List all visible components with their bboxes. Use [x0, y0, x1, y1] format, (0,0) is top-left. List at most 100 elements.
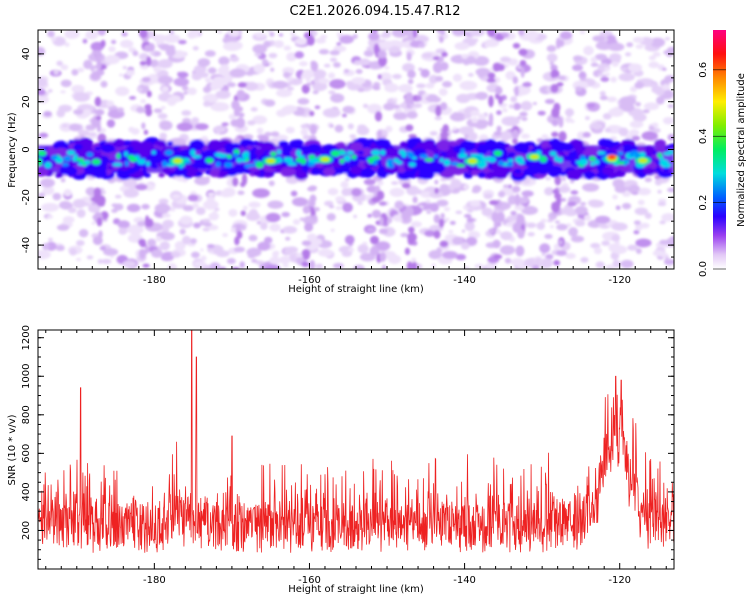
heatmap-speckle	[212, 76, 226, 86]
heatmap-speckle	[191, 202, 199, 209]
heatmap-speckle	[400, 232, 409, 238]
heatmap-speckle	[348, 247, 354, 253]
heatmap-speckle	[85, 187, 97, 196]
heatmap-speckle	[256, 220, 262, 225]
heatmap-speckle	[165, 47, 176, 57]
heatmap-band-blob	[256, 140, 265, 147]
heatmap-streak	[519, 111, 528, 117]
heatmap-streak	[138, 238, 146, 246]
heatmap-speckle	[527, 232, 535, 237]
heatmap-speckle	[532, 102, 537, 106]
heatmap-speckle	[39, 178, 55, 188]
heatmap-speckle	[656, 96, 665, 105]
heatmap-speckle	[246, 211, 261, 221]
heatmap-speckle	[161, 85, 170, 93]
heatmap-streak	[511, 129, 520, 140]
heatmap-streak	[138, 248, 147, 260]
heatmap-band-blob	[233, 165, 246, 175]
heatmap-band-bright	[112, 162, 123, 167]
heatmap-speckle	[450, 178, 462, 189]
heatmap-speckle	[582, 183, 600, 192]
heatmap-speckle	[140, 99, 146, 104]
heatmap-speckle	[559, 31, 573, 40]
heatmap-band-blob	[559, 171, 567, 177]
heatmap-streak	[379, 216, 384, 227]
heatmap-band-blob	[603, 140, 616, 149]
heatmap-streak	[556, 195, 562, 208]
colorbar-axis: 0.0 0.2 0.4 0.6	[698, 62, 726, 277]
heatmap-speckle	[170, 251, 181, 258]
colorbar-tick-label: 0.6	[698, 62, 709, 78]
heatmap-speckle	[453, 111, 458, 116]
heatmap-speckle	[579, 77, 586, 82]
heatmap-band-blob	[332, 161, 343, 169]
heatmap-band-blob	[218, 170, 229, 178]
heatmap-speckle	[264, 99, 276, 107]
heatmap-speckle	[496, 110, 502, 116]
heatmap-band-bright	[594, 159, 600, 165]
heatmap-band-blob	[108, 159, 115, 164]
heatmap-band-bright	[137, 159, 146, 165]
heatmap-streak	[554, 175, 562, 186]
heatmap-streak	[142, 263, 150, 268]
heatmap-speckle	[160, 232, 175, 241]
heatmap-speckle	[83, 59, 93, 70]
heatmap-speckle	[352, 33, 358, 40]
heatmap-speckle	[443, 217, 450, 222]
heatmap-band-bright	[270, 151, 277, 157]
heatmap-speckle	[282, 225, 298, 234]
heatmap-streak	[381, 264, 387, 269]
heatmap-speckle	[38, 192, 46, 198]
heatmap-band-blob	[622, 143, 633, 151]
heatmap-speckle	[103, 248, 119, 256]
heatmap-streak	[309, 194, 317, 203]
heatmap-band-bright	[162, 160, 168, 168]
heatmap-streak	[311, 214, 318, 221]
heatmap-speckle	[544, 98, 555, 105]
heatmap-speckle	[160, 106, 166, 110]
heatmap-speckle	[652, 250, 666, 257]
heatmap-speckle	[167, 263, 178, 269]
heatmap-speckle	[463, 214, 472, 218]
heatmap-speckle	[531, 265, 540, 269]
spectrogram-x-tick-label: -160	[298, 275, 321, 286]
heatmap-streak	[489, 200, 499, 206]
heatmap-speckle	[570, 119, 575, 124]
heatmap-speckle	[610, 76, 617, 83]
snr-y-tick-label: 1200	[21, 325, 32, 350]
heatmap-streak	[559, 39, 565, 47]
heatmap-speckle	[64, 30, 80, 40]
heatmap-band-blob	[360, 168, 376, 178]
heatmap-band-blob	[38, 167, 49, 177]
heatmap-speckle	[248, 201, 261, 208]
heatmap-streak	[139, 60, 147, 66]
heatmap-band-blob	[294, 170, 309, 180]
heatmap-streak	[241, 173, 248, 186]
heatmap-band-blob	[523, 167, 536, 177]
heatmap-streak	[493, 219, 499, 231]
heatmap-band-blob	[174, 167, 188, 176]
heatmap-speckle	[667, 187, 674, 193]
heatmap-streak	[518, 48, 528, 56]
heatmap-speckle	[549, 225, 555, 229]
heatmap-band-bright	[236, 157, 243, 163]
heatmap-speckle	[270, 67, 275, 72]
heatmap-speckle	[657, 201, 667, 207]
heatmap-speckle	[173, 77, 190, 87]
heatmap-speckle	[459, 80, 478, 91]
heatmap-speckle	[187, 87, 197, 96]
heatmap-speckle	[179, 228, 186, 235]
heatmap-band-bright	[398, 149, 406, 155]
heatmap-speckle	[427, 187, 434, 192]
heatmap-speckle	[661, 213, 674, 222]
heatmap-speckle	[159, 120, 173, 131]
heatmap-speckle	[111, 203, 119, 208]
heatmap-speckle	[159, 132, 167, 140]
heatmap-streak	[401, 210, 410, 222]
heatmap-speckle	[570, 190, 579, 195]
heatmap-speckle	[345, 80, 354, 88]
heatmap-speckle	[60, 178, 66, 183]
heatmap-speckle	[420, 191, 433, 198]
heatmap-speckle	[642, 109, 650, 114]
heatmap-streak	[512, 137, 518, 145]
